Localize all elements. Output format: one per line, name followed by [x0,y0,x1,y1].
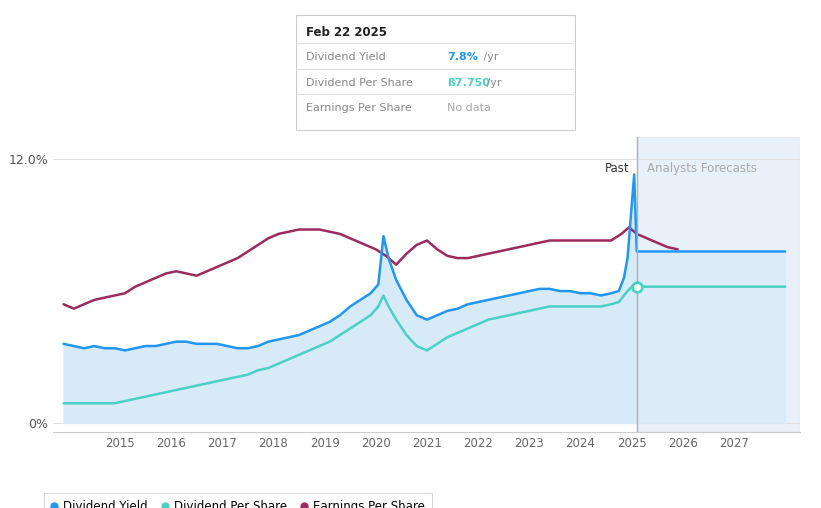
Text: Earnings Per Share: Earnings Per Share [306,103,412,113]
Text: Past: Past [604,162,629,175]
Text: /yr: /yr [483,78,502,88]
Text: ß7.750: ß7.750 [447,78,490,88]
Text: 7.8%: 7.8% [447,52,479,62]
Legend: Dividend Yield, Dividend Per Share, Earnings Per Share: Dividend Yield, Dividend Per Share, Earn… [44,493,432,508]
Text: No data: No data [447,103,491,113]
Text: Analysts Forecasts: Analysts Forecasts [647,162,757,175]
Bar [637,137,800,432]
Text: Feb 22 2025: Feb 22 2025 [306,25,388,39]
Text: Dividend Per Share: Dividend Per Share [306,78,413,88]
Text: /yr: /yr [480,52,499,62]
Text: Dividend Yield: Dividend Yield [306,52,386,62]
